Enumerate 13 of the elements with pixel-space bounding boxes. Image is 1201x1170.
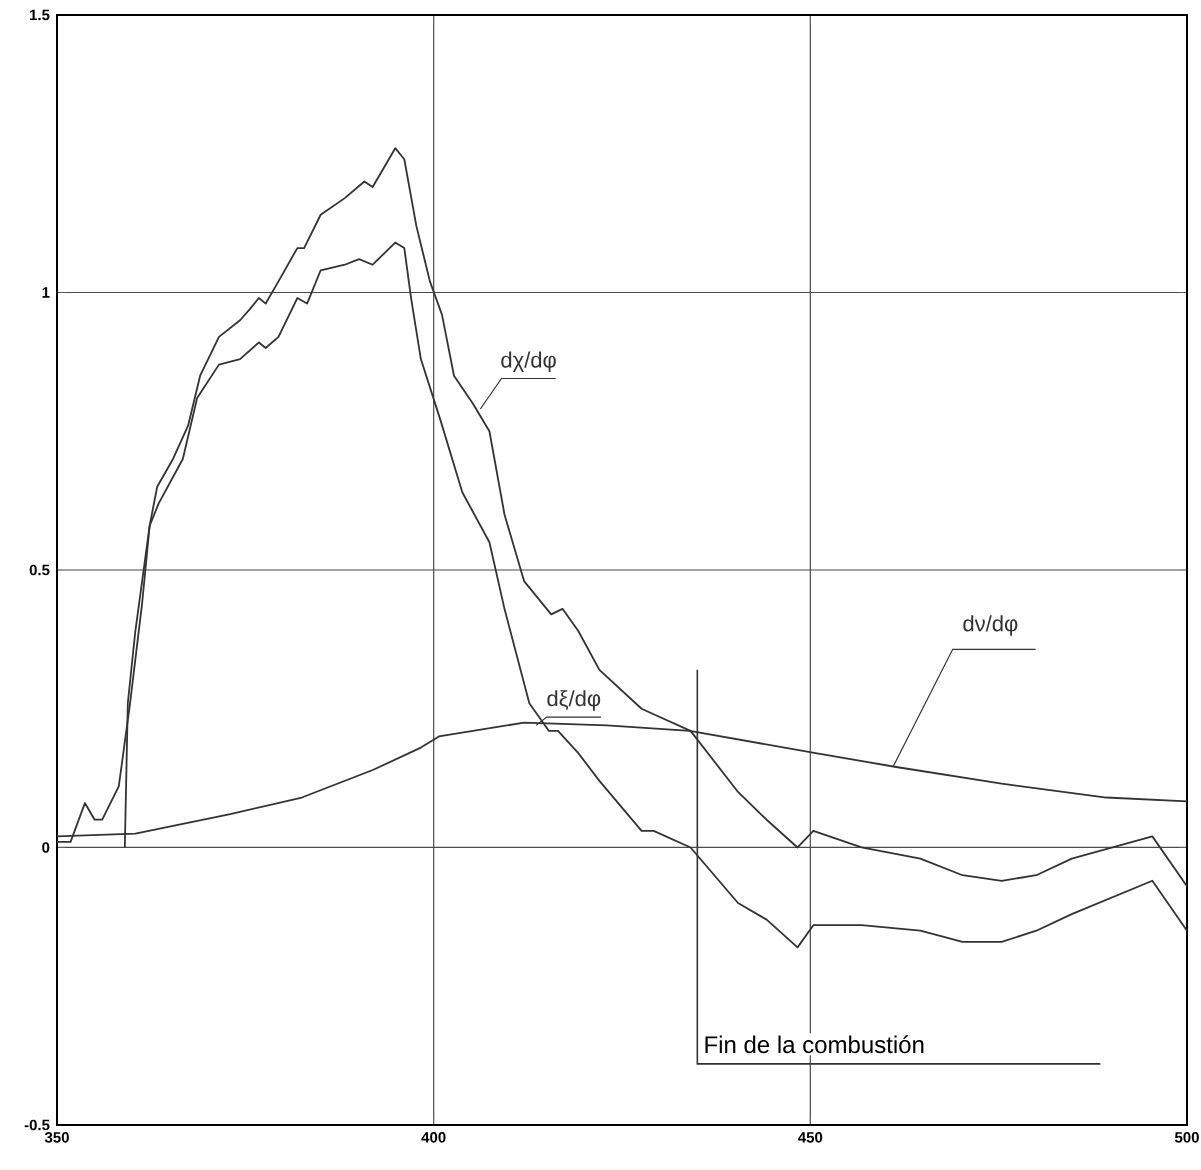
y-tick-label: 1 <box>42 287 50 298</box>
series-label: dξ/dφ <box>547 690 601 711</box>
x-tick-label: 350 <box>44 1132 69 1143</box>
text: dν/dφ <box>963 615 1018 636</box>
x-tick-label: 450 <box>798 1132 823 1143</box>
series-label: dχ/dφ <box>501 351 556 373</box>
y-tick-label: 0.5 <box>29 564 50 576</box>
x-tick-label: 400 <box>421 1132 446 1143</box>
ref-line-label: Fin de la combustión <box>705 1035 924 1054</box>
y-tick-label: -0.5 <box>24 1119 50 1131</box>
y-tick-label: 0 <box>42 842 50 853</box>
y-tick-label: 1.5 <box>30 9 50 21</box>
x-tick-label: 500 <box>1174 1132 1199 1143</box>
